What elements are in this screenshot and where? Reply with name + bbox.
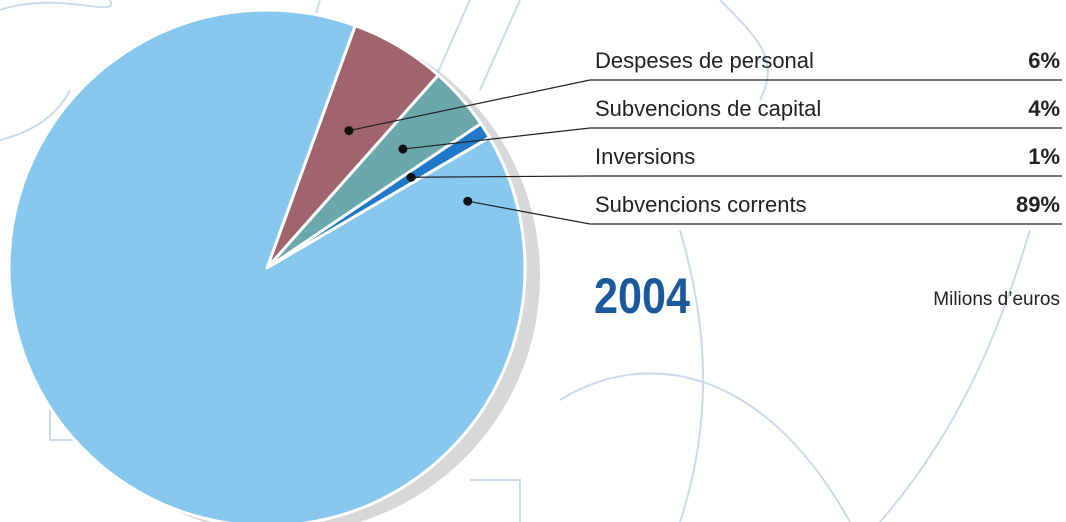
value-label: 4% bbox=[1028, 96, 1060, 121]
chart-title: 2004 bbox=[594, 268, 690, 324]
value-label: 6% bbox=[1028, 48, 1060, 73]
leader-dot bbox=[398, 144, 408, 154]
pie-slice bbox=[7, 8, 527, 522]
leader-line bbox=[402, 127, 1062, 150]
legend-label: Inversions bbox=[595, 144, 695, 169]
leader-dot bbox=[463, 196, 473, 206]
legend-label: Subvencions de capital bbox=[595, 96, 821, 121]
value-label: 1% bbox=[1028, 144, 1060, 169]
chart-subtitle: Milions d’euros bbox=[933, 289, 1060, 310]
leader-dot bbox=[406, 172, 416, 182]
leader-line bbox=[348, 79, 1062, 132]
legend-label: Despeses de personal bbox=[595, 48, 814, 73]
leader-line bbox=[411, 175, 1062, 178]
leader-dot bbox=[344, 126, 354, 136]
value-label: 89% bbox=[1016, 192, 1060, 217]
legend-label: Subvencions corrents bbox=[595, 192, 807, 217]
leader-line bbox=[467, 200, 1062, 225]
